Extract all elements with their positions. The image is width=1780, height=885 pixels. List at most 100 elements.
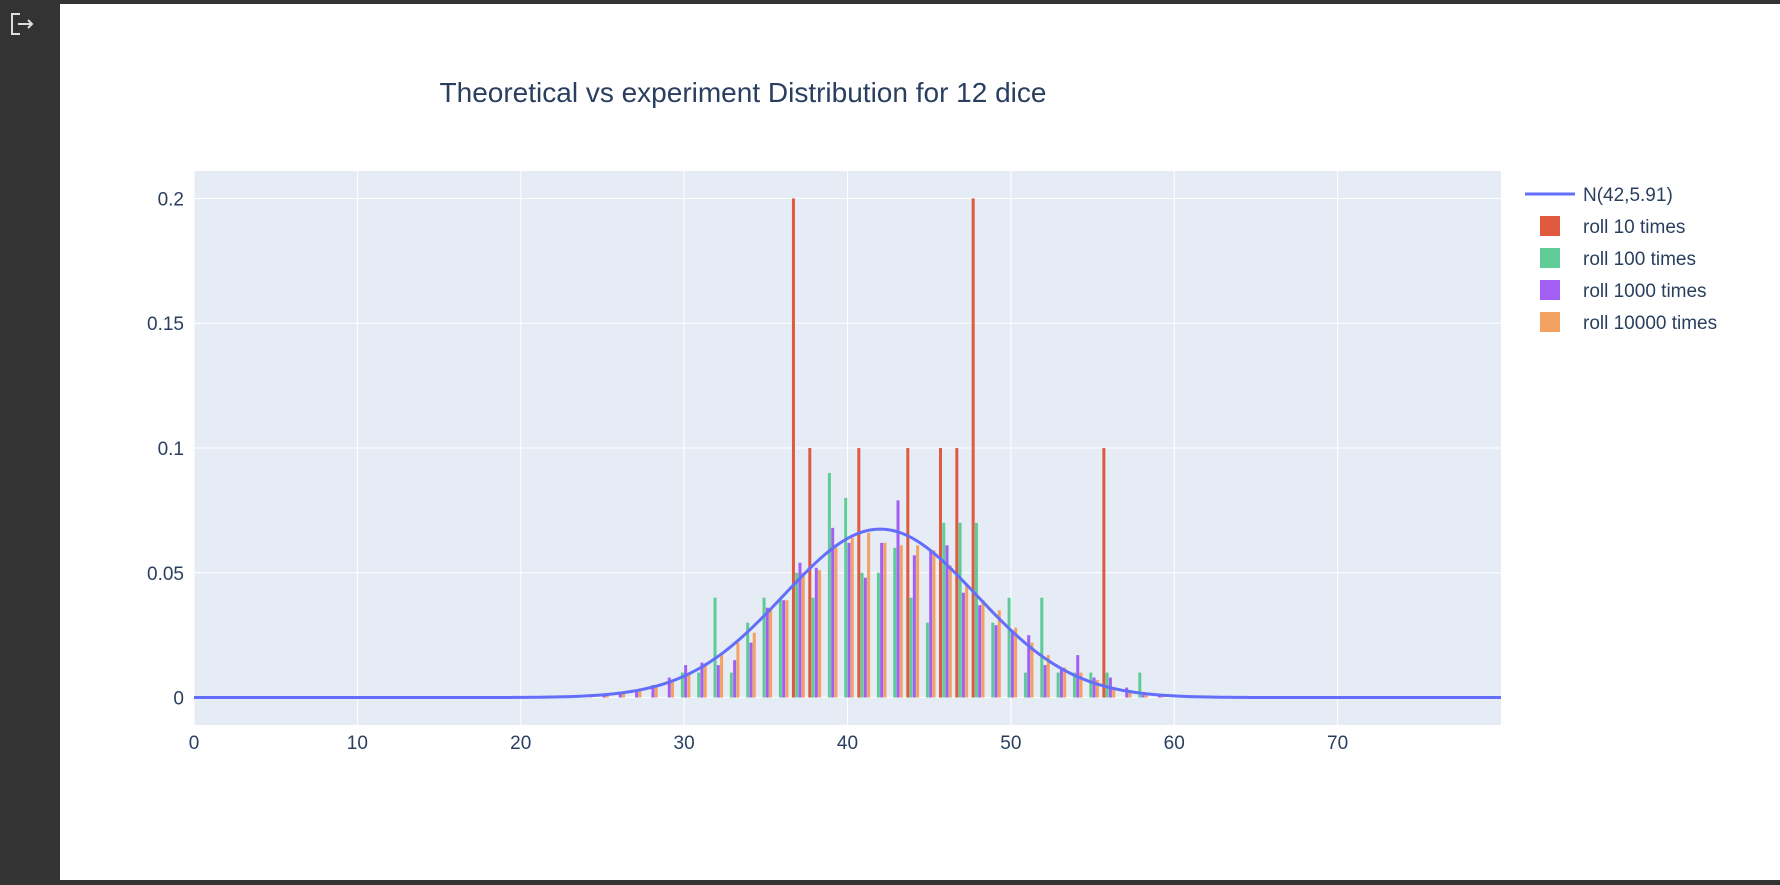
- bar: [752, 632, 756, 698]
- left-gutter: [0, 0, 60, 880]
- y-tick-label: 0.2: [158, 189, 184, 210]
- bar: [850, 537, 854, 698]
- x-tick-label: 30: [674, 733, 695, 754]
- bar: [798, 562, 802, 698]
- bar: [961, 592, 965, 698]
- bar: [1063, 667, 1067, 698]
- bar: [818, 570, 822, 698]
- bar: [893, 547, 897, 698]
- bar: [1102, 448, 1106, 698]
- legend-series-label: roll 10 times: [1583, 217, 1685, 238]
- bar: [700, 662, 704, 698]
- bar: [906, 448, 910, 698]
- bar: [785, 600, 789, 698]
- bar: [1059, 667, 1063, 698]
- bar: [857, 448, 861, 698]
- bar: [697, 672, 701, 698]
- bar: [899, 545, 903, 698]
- bar: [602, 695, 606, 698]
- bar: [1030, 642, 1034, 698]
- legend-series-label: roll 100 times: [1583, 249, 1696, 270]
- bar: [791, 198, 795, 698]
- bar: [831, 527, 835, 698]
- bar: [991, 622, 995, 698]
- bar: [978, 605, 982, 698]
- y-tick-label: 0.15: [147, 314, 184, 335]
- chart: Theoretical vs experiment Distribution f…: [147, 77, 1717, 754]
- bar: [749, 642, 753, 698]
- bar: [876, 572, 880, 698]
- bar: [948, 565, 952, 698]
- bar: [942, 522, 946, 698]
- x-tick-label: 10: [347, 733, 368, 754]
- bar: [1027, 635, 1031, 698]
- bar: [1128, 690, 1132, 698]
- bar: [716, 665, 720, 698]
- bar: [1105, 672, 1109, 698]
- bar: [883, 542, 887, 698]
- bar: [834, 547, 838, 698]
- bar: [769, 610, 773, 698]
- exit-icon-glyph: [11, 13, 34, 35]
- bar: [958, 522, 962, 698]
- x-tick-label: 40: [837, 733, 858, 754]
- bar: [1079, 672, 1083, 698]
- bar: [1023, 672, 1027, 698]
- bar: [703, 665, 707, 698]
- y-tick-label: 0: [173, 689, 184, 710]
- bar: [684, 665, 688, 698]
- bar: [811, 597, 815, 698]
- bar: [733, 660, 737, 698]
- chart-title: Theoretical vs experiment Distribution f…: [440, 77, 1047, 108]
- y-tick-label: 0.05: [147, 564, 184, 585]
- bar: [808, 448, 812, 698]
- bar: [651, 685, 655, 698]
- legend-series-label: roll 10000 times: [1583, 313, 1717, 334]
- bar: [778, 597, 782, 698]
- bar: [981, 600, 985, 698]
- bar: [971, 198, 975, 698]
- y-tick-labels: 0 0.05 0.1 0.15 0.2: [147, 189, 184, 709]
- bar: [997, 610, 1001, 698]
- bar: [1010, 630, 1014, 698]
- bar: [667, 677, 671, 698]
- normal-curve-layer: [194, 527, 1501, 700]
- y-tick-label: 0.1: [158, 439, 184, 460]
- exit-icon[interactable]: [8, 10, 36, 38]
- bar: [765, 607, 769, 698]
- bar: [1095, 680, 1099, 698]
- bar: [635, 690, 639, 698]
- bar: [729, 672, 733, 698]
- output-area: Theoretical vs experiment Distribution f…: [60, 4, 1780, 880]
- bar: [1112, 687, 1116, 698]
- bar: [1089, 672, 1093, 698]
- bar: [736, 642, 740, 698]
- bar: [1043, 665, 1047, 698]
- bar: [844, 497, 848, 698]
- bar: [925, 622, 929, 698]
- legend-series-swatch: [1540, 248, 1560, 268]
- bar: [929, 550, 933, 698]
- bar: [974, 522, 978, 698]
- bar: [746, 622, 750, 698]
- bar: [945, 545, 949, 698]
- bar: [909, 597, 913, 698]
- legend-series-swatch: [1540, 312, 1560, 332]
- bar: [932, 550, 936, 698]
- legend: N(42,5.91) roll 10 times roll 100 times rol…: [1525, 185, 1717, 334]
- bar: [762, 597, 766, 698]
- bar: [720, 655, 724, 698]
- bar: [618, 692, 622, 698]
- bar: [622, 692, 626, 698]
- bar: [827, 472, 831, 698]
- x-tick-label: 0: [189, 733, 200, 754]
- bar: [795, 572, 799, 698]
- bar: [1141, 695, 1145, 698]
- normal-curve-line: [194, 527, 1501, 700]
- legend-curve-label: N(42,5.91): [1583, 185, 1673, 206]
- bar: [867, 532, 871, 698]
- bar: [638, 690, 642, 698]
- bar: [860, 572, 864, 698]
- bar: [912, 555, 916, 698]
- bar: [1072, 672, 1076, 698]
